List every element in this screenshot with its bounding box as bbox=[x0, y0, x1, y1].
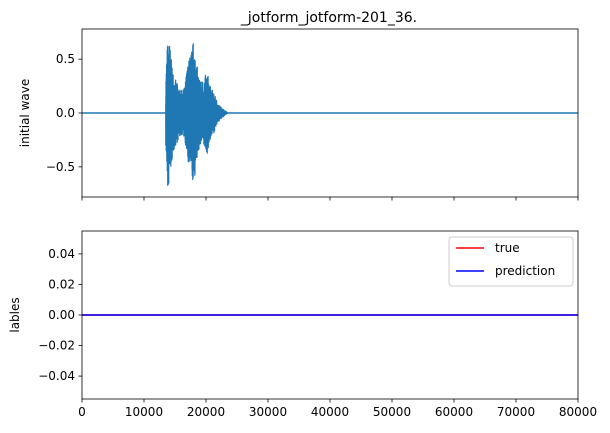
y-tick-label: 0.04 bbox=[48, 247, 75, 261]
x-tick-label: 80000 bbox=[559, 405, 597, 419]
x-tick-label: 0 bbox=[78, 405, 86, 419]
labels-x-ticks: 0 10000 20000 30000 40000 50000 60000 70000 8000… bbox=[78, 399, 597, 419]
x-tick-label: 10000 bbox=[125, 405, 163, 419]
y-tick-label: 0.5 bbox=[56, 52, 75, 66]
figure-title: _jotform_jotform-201_36. bbox=[240, 10, 417, 26]
y-tick-label: −0.04 bbox=[38, 369, 75, 383]
y-tick-label: −0.02 bbox=[38, 339, 75, 353]
x-tick-label: 40000 bbox=[311, 405, 349, 419]
y-tick-label: 0.02 bbox=[48, 277, 75, 291]
x-tick-label: 60000 bbox=[435, 405, 473, 419]
labels-axes-frame bbox=[81, 230, 579, 400]
x-tick-label: 30000 bbox=[249, 405, 287, 419]
legend-box bbox=[448, 236, 574, 287]
y-tick-label: 0.00 bbox=[48, 308, 75, 322]
waveform-series-group bbox=[82, 43, 578, 186]
labels-y-ticks: −0.04 −0.02 0.00 0.02 0.04 bbox=[38, 247, 82, 383]
x-tick-label: 20000 bbox=[187, 405, 225, 419]
waveform-x-ticks bbox=[81, 197, 579, 201]
x-tick-label: 70000 bbox=[497, 405, 535, 419]
x-tick-label: 50000 bbox=[373, 405, 411, 419]
legend-label-prediction: prediction bbox=[495, 264, 555, 278]
y-tick-label: −0.5 bbox=[46, 160, 75, 174]
legend-label-true: true bbox=[495, 241, 520, 255]
labels-subplot: −0.04 −0.02 0.00 0.02 0.04 0 10000 20000 30000 4… bbox=[8, 230, 597, 419]
y-tick-label: 0.0 bbox=[56, 106, 75, 120]
waveform-y-label: initial wave bbox=[18, 79, 32, 147]
waveform-axes-frame bbox=[81, 28, 579, 198]
labels-y-label: lables bbox=[8, 297, 22, 332]
waveform-y-ticks: −0.5 0.0 0.5 bbox=[46, 52, 82, 174]
legend: true prediction bbox=[448, 236, 574, 287]
waveform-line bbox=[165, 43, 229, 186]
waveform-subplot: −0.5 0.0 0.5 initial wave bbox=[18, 28, 579, 201]
